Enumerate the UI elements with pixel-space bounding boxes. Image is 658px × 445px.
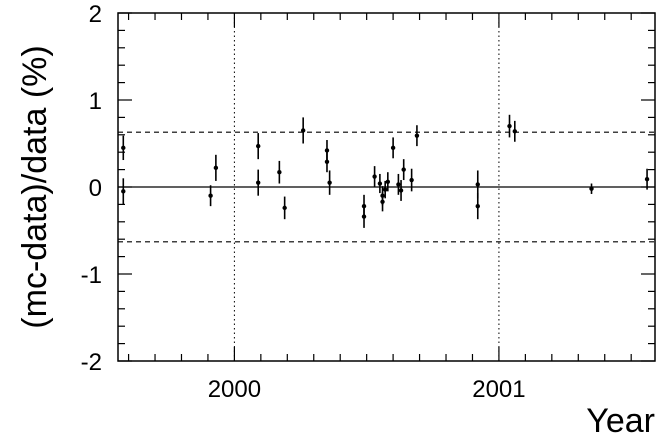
- data-point: [327, 180, 332, 185]
- x-axis-title: Year: [586, 402, 655, 440]
- x-tick-label: 2001: [472, 376, 525, 403]
- y-tick-label: -1: [81, 262, 102, 289]
- data-point: [644, 176, 650, 182]
- data-point: [475, 182, 480, 187]
- axis-ticks: [118, 12, 655, 362]
- data-point: [324, 148, 330, 153]
- data-point: [277, 170, 282, 175]
- y-tick-label: 1: [89, 88, 102, 115]
- data-point: [256, 180, 261, 185]
- data-point: [324, 159, 330, 164]
- data-point: [382, 187, 388, 192]
- data-point: [390, 145, 396, 151]
- data-point: [121, 145, 126, 151]
- data-point: [507, 123, 512, 129]
- data-point: [396, 182, 401, 187]
- data-point: [377, 181, 383, 186]
- data-point: [398, 188, 404, 193]
- y-tick-label: 0: [89, 175, 102, 202]
- data-point: [208, 193, 213, 198]
- data-point: [401, 167, 406, 172]
- data-point: [512, 129, 517, 134]
- data-point: [380, 199, 385, 204]
- data-point: [282, 205, 287, 211]
- data-point: [213, 165, 219, 171]
- data-point: [361, 214, 367, 219]
- y-tick-label: -2: [81, 349, 102, 376]
- y-tick-label: 2: [89, 1, 102, 28]
- data-point: [589, 186, 594, 191]
- data-point: [385, 179, 391, 184]
- data-point: [121, 189, 126, 194]
- x-tick-label: 2000: [208, 376, 261, 403]
- tick-labels: -2 -1 0 1 2 2000 2001: [81, 1, 526, 403]
- reference-lines: [118, 13, 655, 361]
- data-points: [121, 114, 650, 228]
- data-point: [300, 128, 306, 133]
- data-point: [475, 203, 480, 209]
- data-point: [409, 177, 414, 183]
- y-axis-title: (mc-data)/data (%): [16, 45, 54, 328]
- data-point: [256, 143, 261, 149]
- data-point: [414, 133, 420, 138]
- data-point: [372, 174, 377, 179]
